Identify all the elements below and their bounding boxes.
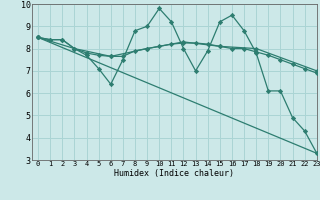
X-axis label: Humidex (Indice chaleur): Humidex (Indice chaleur) — [115, 169, 234, 178]
